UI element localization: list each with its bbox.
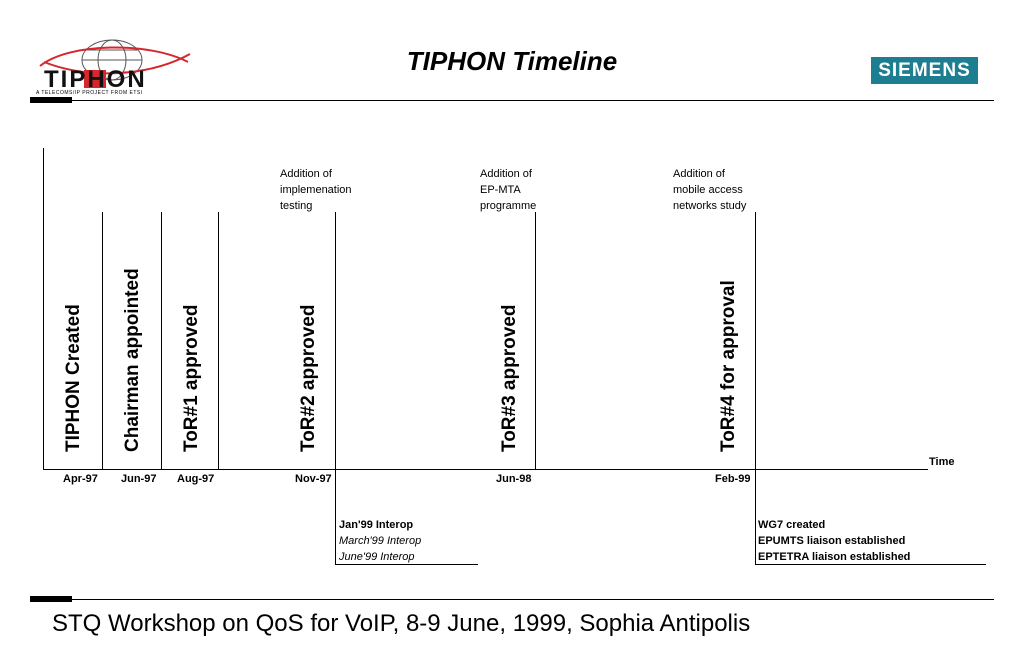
footer-text: STQ Workshop on QoS for VoIP, 8-9 June, … xyxy=(52,610,751,637)
liaison-item: WG7 created xyxy=(758,519,826,531)
milestone-label: ToR#1 approved xyxy=(181,304,202,452)
liaison-item: EPUMTS liaison established xyxy=(758,535,906,547)
milestone-label: ToR#4 for approval xyxy=(718,280,739,452)
header-rule xyxy=(72,100,994,101)
date-label: Apr-97 xyxy=(63,473,98,485)
milestone-note-tor3: Addition of EP-MTA programme xyxy=(480,168,537,212)
milestone-line-jun97 xyxy=(102,212,103,470)
date-label: Jun-97 xyxy=(121,473,157,485)
date-label: Aug-97 xyxy=(177,473,215,485)
logo-tagline: A TELECOMS/IP PROJECT FROM ETSI xyxy=(36,90,143,96)
tiphon-logo: TIPHON A TELECOMS/IP PROJECT FROM ETSI xyxy=(30,32,200,100)
siemens-logo: SIEMENS xyxy=(871,57,978,84)
date-label: Jun-98 xyxy=(496,473,532,485)
header-rule-accent xyxy=(30,97,72,103)
timeline-axis xyxy=(43,469,928,470)
liaison-list: WG7 created EPUMTS liaison established E… xyxy=(758,517,910,565)
milestone-line-feb99 xyxy=(755,212,756,564)
time-axis-label: Time xyxy=(929,456,955,468)
logo-wordmark: TIPHON xyxy=(44,66,147,93)
milestone-note-tor4: Addition of mobile access networks study xyxy=(673,168,747,212)
page-title: TIPHON Timeline xyxy=(406,46,618,76)
date-label: Feb-99 xyxy=(715,473,751,485)
liaison-item: EPTETRA liaison established xyxy=(758,551,911,563)
interop-list: Jan'99 Interop March'99 Interop June'99 … xyxy=(339,517,421,565)
liaison-underline xyxy=(755,564,986,565)
timeline-y-axis xyxy=(43,148,44,470)
milestone-line-nov97a xyxy=(218,212,219,470)
interop-item: March'99 Interop xyxy=(339,535,422,547)
footer-rule-accent xyxy=(30,596,72,602)
milestone-line-jun98 xyxy=(535,212,536,470)
milestone-line-nov97 xyxy=(335,212,336,564)
milestone-label: ToR#3 approved xyxy=(499,304,520,452)
milestone-line-aug97 xyxy=(161,212,162,470)
interop-item: June'99 Interop xyxy=(339,551,415,563)
milestone-label: Chairman appointed xyxy=(122,268,143,452)
footer-rule xyxy=(72,599,994,600)
milestone-label: ToR#2 approved xyxy=(298,304,319,452)
milestone-label: TIPHON Created xyxy=(63,304,84,452)
milestone-note-tor2: Addition of implemenation testing xyxy=(280,168,352,212)
date-label: Nov-97 xyxy=(295,473,332,485)
interop-item: Jan'99 Interop xyxy=(339,519,414,531)
interop-underline xyxy=(335,564,478,565)
